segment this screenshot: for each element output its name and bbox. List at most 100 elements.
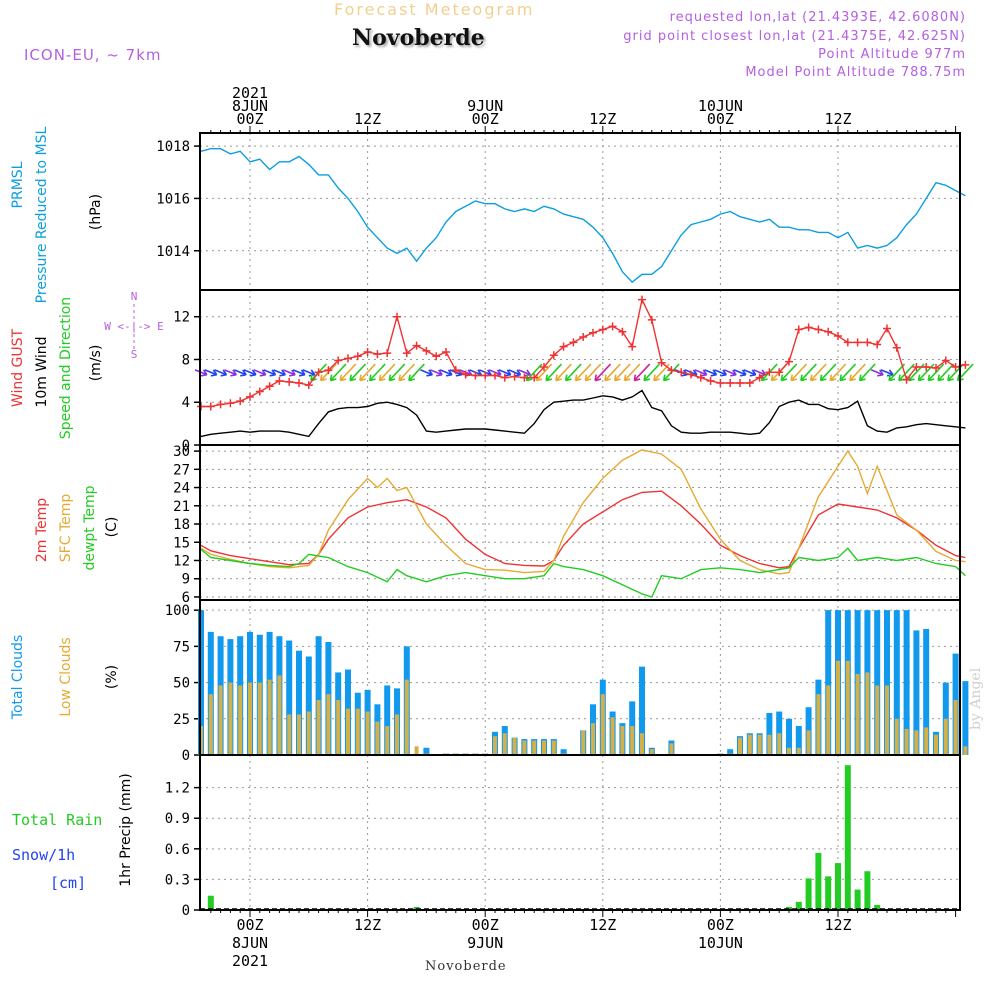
- low-cloud-bar: [591, 723, 595, 755]
- wind-direction-arrow: [518, 369, 531, 376]
- low-cloud-bar: [953, 699, 958, 755]
- wind-arrow-head: [200, 369, 208, 377]
- wind-gust-marker: [696, 373, 705, 382]
- wind-gust-marker: [912, 362, 921, 371]
- low-cloud-bar: [355, 708, 360, 755]
- low-cloud-bar: [924, 727, 929, 755]
- wind-gust-marker: [275, 376, 284, 385]
- wind-gust-marker: [598, 325, 607, 334]
- total-cloud-bar: [825, 610, 832, 755]
- rain-bar: [874, 904, 881, 910]
- wind-gust-marker: [373, 350, 382, 359]
- wind-direction-arrow: [214, 369, 227, 376]
- low-cloud-bar: [336, 699, 341, 755]
- wind-gust-marker: [932, 364, 940, 373]
- wind-direction-arrow: [898, 363, 915, 382]
- wind-direction-arrow: [780, 363, 798, 382]
- wind-direction-arrow: [302, 369, 316, 376]
- wind-gust-line: [201, 297, 966, 408]
- low-cloud-bar: [796, 747, 801, 755]
- wind-gust-marker: [794, 325, 803, 334]
- total-cloud-bar: [776, 711, 783, 755]
- total-cloud-bar: [903, 610, 910, 755]
- pressure-subtitle-label: Pressure Reduced to MSL: [34, 126, 50, 303]
- wind-gust-marker: [216, 400, 225, 409]
- wind-direction-arrow: [408, 363, 425, 382]
- low-cloud-bar: [610, 717, 615, 755]
- wind-gust-marker: [530, 373, 539, 382]
- wind-arrow-head: [339, 374, 347, 382]
- wind-arrow-head: [662, 374, 670, 382]
- compass-north: N: [131, 290, 138, 303]
- wind-arrow-head: [504, 369, 512, 377]
- wind-gust-marker: [961, 360, 970, 369]
- low-cloud-bar: [943, 718, 948, 755]
- wind-direction-arrow: [349, 363, 367, 382]
- wind-gust-marker: [834, 331, 842, 340]
- wind-gust-marker: [716, 379, 725, 387]
- total-cloud-bar: [884, 610, 890, 755]
- wind-arrow-head: [937, 374, 945, 382]
- wind-arrow-head: [249, 369, 257, 377]
- y-tick-label: 8: [182, 352, 190, 368]
- y-tick-label: 1016: [156, 191, 190, 207]
- y-tick-label: 1.2: [165, 781, 190, 797]
- low-cloud-bar: [551, 740, 556, 755]
- low-cloud-bar: [493, 736, 497, 755]
- wind-direction-arrow: [604, 363, 621, 382]
- gridpoint-location: grid point closest lon,lat (21.4375E, 42…: [623, 29, 966, 44]
- wind-arrow-head: [917, 374, 925, 382]
- y-tick-label: 0: [182, 903, 190, 919]
- wind-direction-arrow: [810, 363, 827, 382]
- low-cloud-bar: [875, 685, 880, 755]
- wind-direction-arrow: [253, 369, 267, 376]
- wind-gust-label: Wind GUST: [10, 328, 26, 407]
- wind-gust-marker: [402, 349, 411, 358]
- wind-arrow-head: [378, 374, 386, 382]
- rain-bar: [207, 895, 214, 910]
- wind-direction-arrow: [420, 369, 433, 376]
- y-tick-label: 9: [182, 572, 190, 588]
- wind-direction-arrow: [545, 363, 563, 382]
- wind-direction-arrow: [917, 363, 935, 382]
- low-cloud-bar: [326, 694, 331, 755]
- wind-gust-marker: [363, 348, 372, 356]
- wind-gust-marker: [491, 371, 499, 380]
- wind-gust-marker: [334, 356, 343, 365]
- wind-gust-marker: [589, 328, 597, 337]
- wind-direction-arrow: [369, 363, 386, 382]
- wind-gust-marker: [667, 366, 676, 375]
- wind-gust-marker: [873, 340, 882, 349]
- y-tick-label: 24: [173, 481, 190, 497]
- wind-gust-marker: [569, 338, 578, 347]
- wind-direction-arrow: [643, 363, 661, 382]
- y-tick-label: 1018: [156, 139, 190, 155]
- low-cloud-bar: [787, 747, 791, 755]
- low-cloud-bar: [267, 679, 272, 755]
- wind-direction-arrow: [565, 363, 582, 382]
- rain-bar: [815, 852, 822, 910]
- snow-unit-label: [cm]: [50, 874, 86, 892]
- low-cloud-bar: [395, 714, 399, 755]
- y-tick-label: 12: [173, 553, 190, 569]
- temp-sfc-label: SFC Temp: [58, 494, 74, 563]
- wind-gust-marker: [883, 324, 891, 333]
- panel-frame: [199, 289, 961, 446]
- wind-gust-marker: [726, 379, 735, 387]
- wind-gust-marker: [432, 352, 441, 361]
- total-cloud-bar: [207, 631, 214, 755]
- wind-gust-marker: [804, 323, 813, 332]
- low-cloud-bar: [963, 746, 968, 755]
- wind-gust-marker: [451, 366, 460, 375]
- wind-arrow-head: [269, 369, 277, 377]
- low-cloud-bar: [306, 711, 311, 755]
- wind-arrow-head: [555, 374, 562, 382]
- low-cloud-bar: [297, 714, 301, 755]
- low-cloud-bar: [257, 682, 262, 755]
- wind-gust-marker: [853, 338, 862, 347]
- wind-arrow-head: [643, 374, 651, 382]
- wind-gust-marker: [951, 362, 960, 371]
- total-cloud-bar: [962, 681, 969, 755]
- wind-gust-marker: [304, 381, 313, 390]
- total-cloud-bar: [560, 749, 567, 755]
